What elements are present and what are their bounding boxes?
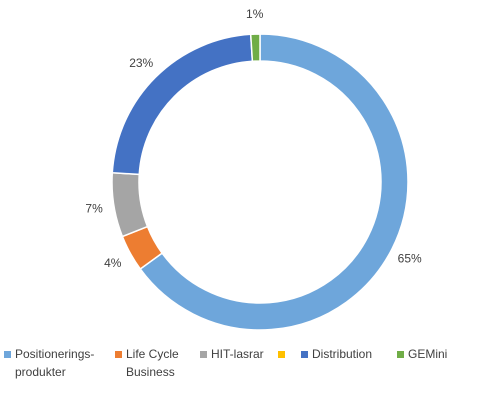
data-label-hit-lasrar: 7%	[85, 201, 103, 215]
legend-swatch	[278, 351, 285, 358]
legend-swatch	[397, 351, 404, 358]
data-label-distribution: 23%	[129, 56, 153, 70]
data-label-gemini: 1%	[246, 7, 264, 21]
legend-swatch	[200, 351, 207, 358]
legend-label: Positionerings- produkter	[15, 347, 95, 379]
legend-label: Distribution	[312, 347, 373, 361]
legend-item-unlabeled	[278, 345, 289, 358]
legend-item-gemini: GEMini	[397, 345, 447, 363]
legend-swatch	[4, 351, 11, 358]
slice-positioneringsprodukter	[139, 33, 409, 331]
legend-label: Life Cycle Business	[126, 347, 179, 379]
legend: Positionerings- produkter Life Cycle Bus…	[0, 345, 480, 405]
data-label-positioneringsprodukter: 65%	[398, 251, 422, 265]
data-label-life-cycle-business: 4%	[104, 256, 122, 270]
legend-item-life-cycle-business: Life Cycle Business	[115, 345, 179, 381]
legend-swatch	[301, 351, 308, 358]
legend-swatch	[115, 351, 122, 358]
slice-gemini	[249, 33, 261, 63]
legend-item-hit-lasrar: HIT-lasrar	[200, 345, 264, 363]
legend-item-distribution: Distribution	[301, 345, 372, 363]
donut-chart: 65% 4% 7% 23% 1%	[85, 7, 422, 331]
legend-item-positioneringsprodukter: Positionerings- produkter	[4, 345, 94, 381]
legend-label: HIT-lasrar	[211, 347, 264, 361]
slice-hit-lasrar	[111, 171, 149, 238]
legend-label: GEMini	[408, 347, 448, 361]
